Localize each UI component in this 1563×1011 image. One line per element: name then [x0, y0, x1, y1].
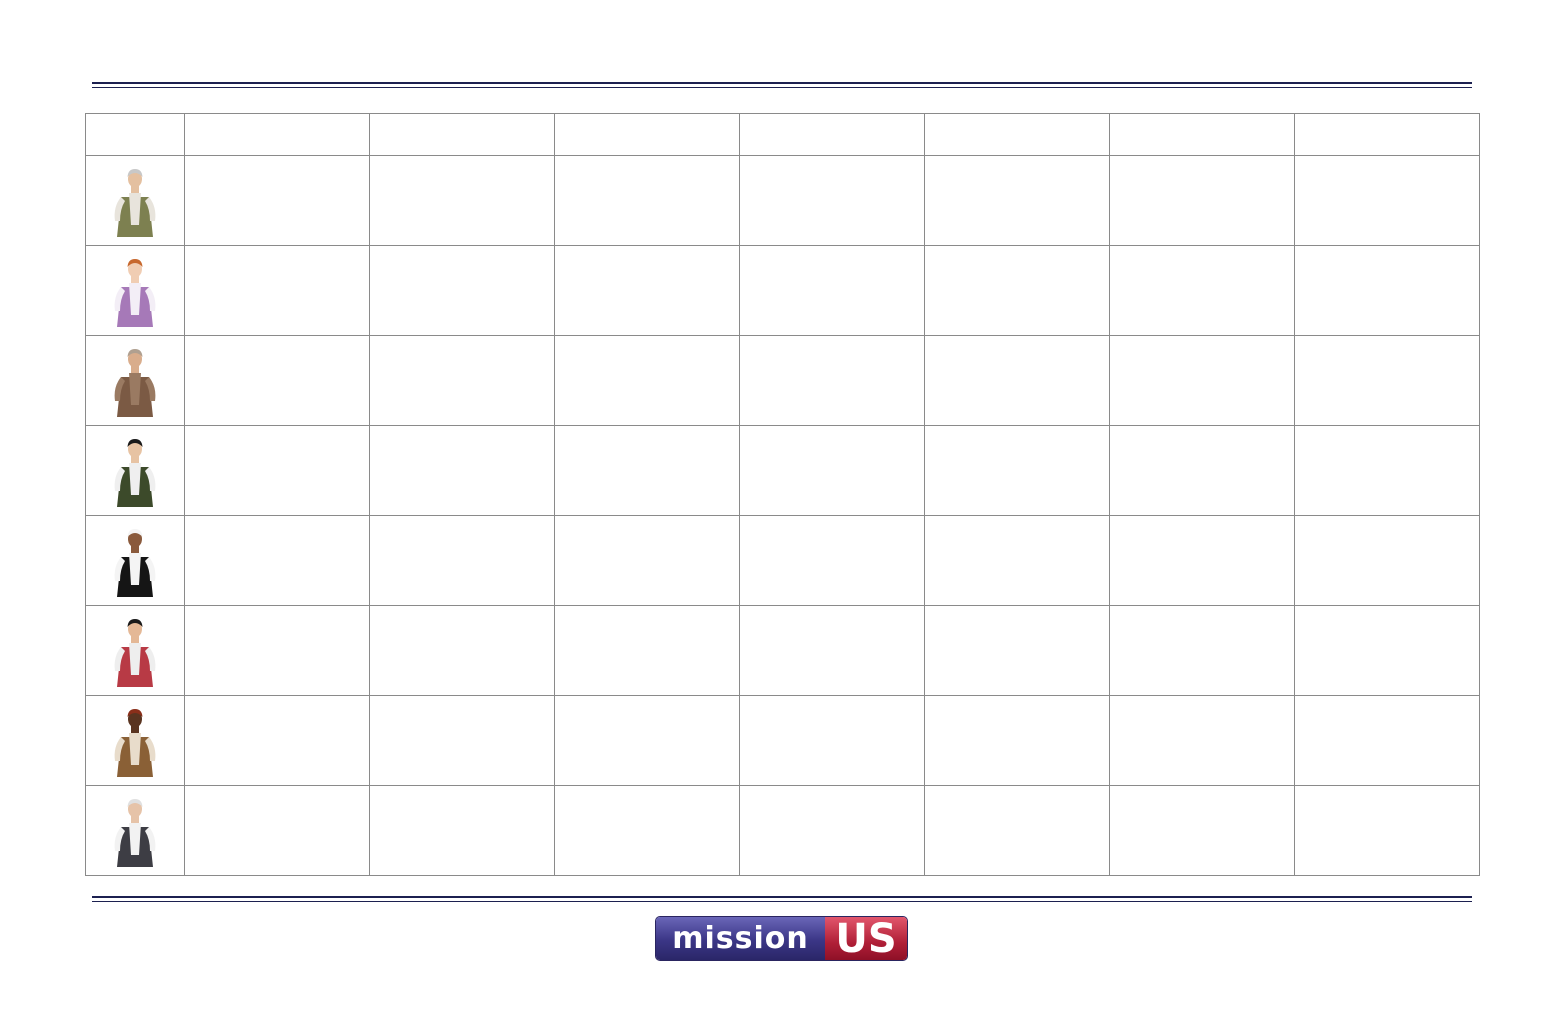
table-cell [369, 605, 555, 696]
table-cell [184, 695, 370, 786]
lady-lavender-dress-icon [114, 258, 156, 327]
table-cell [184, 245, 370, 336]
table-cell [184, 155, 370, 246]
logo-mission-text: mission [656, 917, 825, 960]
table-cell [739, 335, 925, 426]
table-cell [739, 155, 925, 246]
table-cell [369, 695, 555, 786]
table-cell [1109, 335, 1295, 426]
table-cell [924, 335, 1110, 426]
table-cell [1109, 785, 1295, 876]
table-cell [1294, 425, 1480, 516]
gentleman-grey-coat-icon [114, 798, 156, 867]
table-cell [369, 335, 555, 426]
table-cell [554, 515, 740, 606]
table-cell [1109, 155, 1295, 246]
laborer-headwrap-icon [114, 708, 156, 777]
table-cell [1109, 245, 1295, 336]
header-cell [85, 113, 185, 156]
redcoat-soldier-icon [114, 618, 156, 687]
table-cell [554, 245, 740, 336]
table-cell [1109, 605, 1295, 696]
portrait-cell [85, 155, 185, 246]
table-cell [554, 785, 740, 876]
table-cell [924, 425, 1110, 516]
portrait-cell [85, 425, 185, 516]
table-cell [924, 245, 1110, 336]
portrait-cell [85, 335, 185, 426]
table-cell [369, 515, 555, 606]
mission-us-logo: mission US [655, 916, 908, 961]
table-row [85, 425, 1480, 516]
header-cell [1109, 113, 1295, 156]
table-row [85, 695, 1480, 786]
table-row [85, 245, 1480, 336]
footer-rule [92, 896, 1472, 902]
header-cell [554, 113, 740, 156]
table-cell [739, 605, 925, 696]
table-cell [924, 515, 1110, 606]
servant-woman-black-dress-icon [114, 528, 156, 597]
table-cell [1294, 785, 1480, 876]
table-row [85, 515, 1480, 606]
table-cell [1294, 605, 1480, 696]
header-cell [184, 113, 370, 156]
table-cell [554, 425, 740, 516]
table-row [85, 155, 1480, 246]
table-cell [739, 425, 925, 516]
table-cell [924, 695, 1110, 786]
table-cell [369, 785, 555, 876]
table-row [85, 785, 1480, 876]
portrait-cell [85, 785, 185, 876]
header-cell [1294, 113, 1480, 156]
character-table [85, 113, 1480, 876]
table-cell [1294, 245, 1480, 336]
portrait-cell [85, 695, 185, 786]
table-cell [924, 155, 1110, 246]
table-cell [184, 425, 370, 516]
table-cell [739, 785, 925, 876]
portrait-cell [85, 605, 185, 696]
portrait-cell [85, 245, 185, 336]
table-cell [369, 155, 555, 246]
table-cell [184, 515, 370, 606]
header-rule [92, 82, 1472, 88]
table-cell [184, 785, 370, 876]
table-cell [1109, 695, 1295, 786]
table-cell [1294, 335, 1480, 426]
table-row [85, 335, 1480, 426]
header-cell [739, 113, 925, 156]
elder-brown-coat-icon [114, 348, 156, 417]
logo-us-text: US [825, 917, 907, 960]
table-row [85, 605, 1480, 696]
table-cell [554, 695, 740, 786]
table-cell [739, 515, 925, 606]
table-cell [739, 695, 925, 786]
table-cell [924, 605, 1110, 696]
table-cell [1109, 515, 1295, 606]
craftsman-apron-icon [114, 168, 156, 237]
portrait-cell [85, 515, 185, 606]
header-cell [369, 113, 555, 156]
table-cell [1294, 515, 1480, 606]
table-cell [369, 245, 555, 336]
table-cell [554, 155, 740, 246]
table-cell [184, 335, 370, 426]
table-cell [924, 785, 1110, 876]
table-cell [1294, 155, 1480, 246]
patriot-tricorn-green-vest-icon [114, 438, 156, 507]
table-cell [369, 425, 555, 516]
table-cell [184, 605, 370, 696]
table-cell [1294, 695, 1480, 786]
table-cell [739, 245, 925, 336]
header-cell [924, 113, 1110, 156]
table-cell [554, 335, 740, 426]
header-row [85, 113, 1480, 156]
table-cell [1109, 425, 1295, 516]
table-cell [554, 605, 740, 696]
